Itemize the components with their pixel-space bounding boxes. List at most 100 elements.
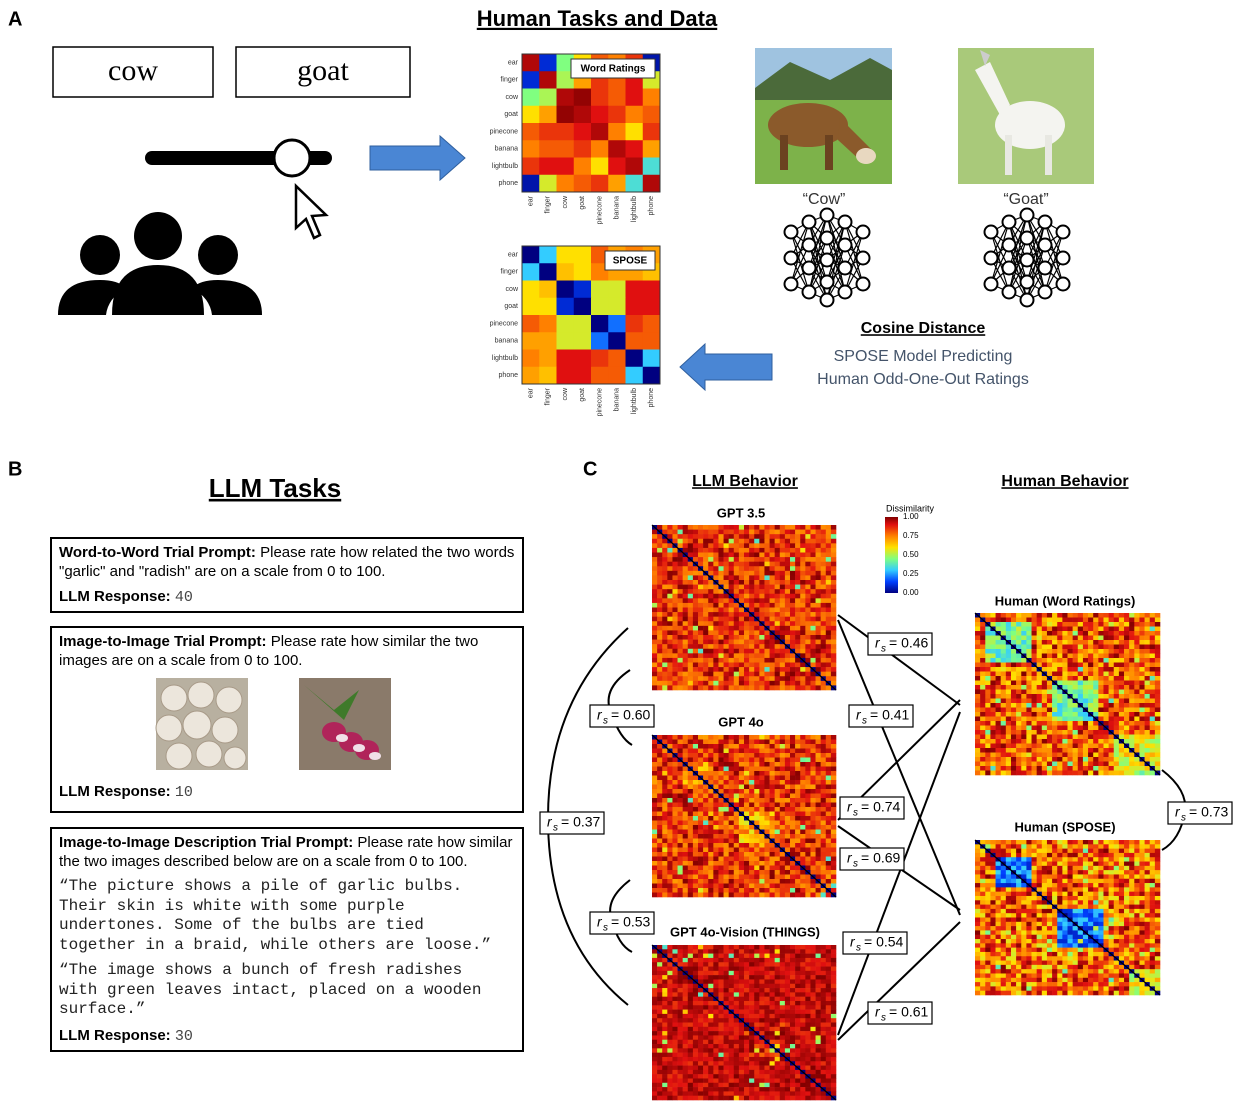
heatmap-cell bbox=[1098, 681, 1103, 686]
heatmap-cell bbox=[749, 1091, 754, 1096]
heatmap-cell bbox=[608, 332, 626, 350]
heatmap-cell bbox=[826, 640, 831, 645]
heatmap-cell bbox=[724, 753, 729, 758]
heatmap-cell bbox=[800, 825, 805, 830]
heatmap-cell bbox=[805, 812, 810, 817]
heatmap-cell bbox=[749, 807, 754, 812]
heatmap-cell bbox=[1052, 672, 1057, 677]
heatmap-cell bbox=[1114, 640, 1119, 645]
column-label: ear bbox=[527, 387, 534, 398]
heatmap-cell bbox=[800, 672, 805, 677]
heatmap-cell bbox=[744, 562, 749, 567]
heatmap-cell bbox=[1026, 694, 1031, 699]
heatmap-cell bbox=[734, 548, 739, 553]
heatmap-cell bbox=[826, 1061, 831, 1066]
heatmap-cell bbox=[1032, 649, 1037, 654]
heatmap-cell bbox=[744, 753, 749, 758]
heatmap-cell bbox=[667, 562, 672, 567]
heatmap-cell bbox=[662, 548, 667, 553]
heatmap-cell bbox=[795, 997, 800, 1002]
heatmap-cell bbox=[652, 870, 657, 875]
heatmap-cell bbox=[703, 1027, 708, 1032]
heatmap-cell bbox=[693, 667, 698, 672]
heatmap-cell bbox=[749, 830, 754, 835]
heatmap-cell bbox=[821, 681, 826, 686]
heatmap-cell bbox=[816, 589, 821, 594]
heatmap-cell bbox=[816, 984, 821, 989]
heatmap-cell bbox=[759, 812, 764, 817]
heatmap-cell bbox=[800, 945, 805, 950]
heatmap-cell bbox=[775, 617, 780, 622]
heatmap-cell bbox=[780, 1066, 785, 1071]
heatmap-cell bbox=[800, 744, 805, 749]
matrix-title: GPT 3.5 bbox=[717, 505, 765, 520]
heatmap-cell bbox=[557, 263, 575, 281]
heatmap-cell bbox=[785, 681, 790, 686]
heatmap-cell bbox=[831, 580, 836, 585]
heatmap-cell bbox=[1093, 654, 1098, 659]
heatmap-cell bbox=[713, 825, 718, 830]
heatmap-cell bbox=[764, 992, 769, 997]
heatmap-cell bbox=[729, 789, 734, 794]
heatmap-cell bbox=[1042, 631, 1047, 636]
heatmap-cell bbox=[1103, 627, 1108, 632]
heatmap-cell bbox=[703, 1057, 708, 1062]
heatmap-cell bbox=[790, 807, 795, 812]
heatmap-cell bbox=[708, 893, 713, 898]
heatmap-cell bbox=[708, 608, 713, 613]
heatmap-cell bbox=[683, 812, 688, 817]
heatmap-cell bbox=[1088, 676, 1093, 681]
heatmap-cell bbox=[591, 106, 609, 124]
heatmap-cell bbox=[1139, 690, 1144, 695]
heatmap-cell bbox=[775, 812, 780, 817]
heatmap-cell bbox=[800, 884, 805, 889]
heatmap-cell bbox=[574, 175, 592, 193]
heatmap-cell bbox=[810, 543, 815, 548]
heatmap-cell bbox=[780, 825, 785, 830]
heatmap-cell bbox=[744, 785, 749, 790]
heatmap-cell bbox=[703, 1001, 708, 1006]
heatmap-cell bbox=[770, 543, 775, 548]
heatmap-cell bbox=[688, 598, 693, 603]
heatmap-cell bbox=[1011, 703, 1016, 708]
heatmap-cell bbox=[770, 1091, 775, 1096]
heatmap-cell bbox=[785, 971, 790, 976]
heatmap-cell bbox=[744, 789, 749, 794]
heatmap-cell bbox=[1047, 672, 1052, 677]
heatmap-cell bbox=[831, 612, 836, 617]
heatmap-cell bbox=[775, 852, 780, 857]
heatmap-cell bbox=[678, 875, 683, 880]
heatmap-cell bbox=[749, 589, 754, 594]
heatmap-cell bbox=[1068, 649, 1073, 654]
heatmap-cell bbox=[708, 1040, 713, 1045]
heatmap-cell bbox=[744, 1061, 749, 1066]
heatmap-cell bbox=[739, 1023, 744, 1028]
heatmap-cell bbox=[780, 630, 785, 635]
heatmap-cell bbox=[831, 1091, 836, 1096]
heatmap-cell bbox=[729, 794, 734, 799]
heatmap-cell bbox=[1083, 645, 1088, 650]
heatmap-cell bbox=[718, 839, 723, 844]
heatmap-cell bbox=[770, 884, 775, 889]
heatmap-cell bbox=[652, 612, 657, 617]
heatmap-cell bbox=[718, 543, 723, 548]
heatmap-cell bbox=[657, 1044, 662, 1049]
heatmap-cell bbox=[759, 785, 764, 790]
heatmap-cell bbox=[1129, 640, 1134, 645]
heatmap-cell bbox=[1037, 676, 1042, 681]
heatmap-cell bbox=[724, 1044, 729, 1049]
heatmap-cell bbox=[718, 580, 723, 585]
heatmap-cell bbox=[775, 598, 780, 603]
heatmap-cell bbox=[657, 1074, 662, 1079]
heatmap-cell bbox=[739, 789, 744, 794]
heatmap-cell bbox=[1109, 685, 1114, 690]
heatmap-cell bbox=[678, 1061, 683, 1066]
heatmap-cell bbox=[821, 1057, 826, 1062]
heatmap-cell bbox=[713, 803, 718, 808]
heatmap-cell bbox=[785, 649, 790, 654]
heatmap-cell bbox=[657, 992, 662, 997]
heatmap-cell bbox=[734, 857, 739, 862]
heatmap-cell bbox=[643, 175, 661, 193]
heatmap-cell bbox=[1114, 645, 1119, 650]
heatmap-cell bbox=[713, 681, 718, 686]
